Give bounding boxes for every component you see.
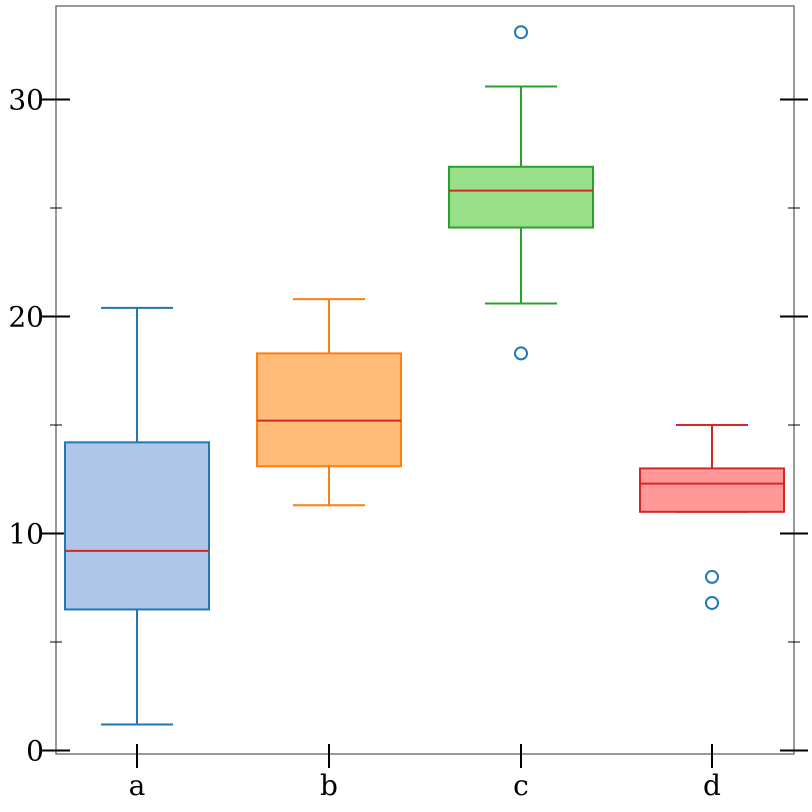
x-tick-label: b bbox=[320, 769, 338, 802]
box-b bbox=[256, 298, 402, 507]
plot-frame bbox=[55, 5, 795, 755]
y-tick-label: 30 bbox=[8, 84, 44, 117]
outlier-point bbox=[514, 346, 528, 361]
outlier-point bbox=[705, 569, 719, 584]
box-iqr bbox=[448, 165, 594, 229]
x-tick-label: c bbox=[513, 769, 529, 802]
box-iqr bbox=[64, 441, 210, 611]
y-tick-label: 0 bbox=[26, 735, 44, 768]
outlier-point bbox=[514, 25, 528, 40]
box-a bbox=[64, 306, 210, 726]
outlier-point bbox=[705, 595, 719, 610]
y-tick-label: 10 bbox=[8, 518, 44, 551]
x-tick-label: d bbox=[703, 769, 721, 802]
box-c bbox=[448, 25, 594, 361]
x-tick-label: a bbox=[129, 769, 146, 802]
box-iqr bbox=[256, 352, 402, 468]
axis-ticks bbox=[42, 98, 808, 768]
boxes bbox=[64, 25, 785, 726]
tick-labels: 0 10 20 30 a b c d bbox=[8, 84, 721, 803]
box-d bbox=[639, 424, 785, 610]
y-tick-label: 20 bbox=[8, 301, 44, 334]
box-iqr bbox=[639, 467, 785, 513]
